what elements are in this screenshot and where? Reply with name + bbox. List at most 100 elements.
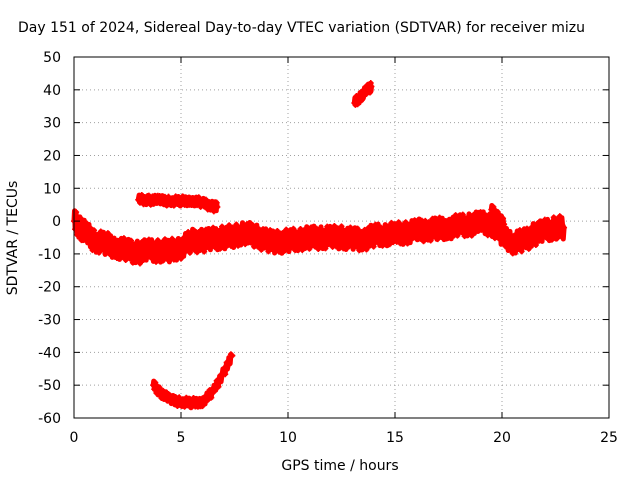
data-point [195,397,202,404]
data-point [117,244,124,251]
data-point [327,231,334,238]
data-point [320,228,327,235]
data-point [160,257,167,264]
data-point [470,211,477,218]
data-point [318,233,325,240]
data-point [497,229,504,236]
data-point [457,229,464,236]
data-point [110,238,117,245]
data-point [95,249,102,256]
data-point [90,227,97,234]
data-series [71,80,568,411]
data-point [525,245,532,252]
data-point [136,260,143,267]
series-segment-3 [351,80,375,108]
data-point [243,221,250,228]
data-point [204,206,211,213]
data-point [144,196,151,203]
x-tick-label: 25 [600,430,618,446]
data-point [538,231,545,238]
data-point [235,242,242,249]
plot-frame [73,56,610,419]
data-point [135,196,142,203]
data-point [375,232,382,239]
x-tick-label: 15 [386,430,404,446]
data-point [440,223,447,230]
data-point [424,226,431,233]
data-point [404,240,411,247]
data-point [156,384,163,391]
data-point [386,241,393,248]
data-point [231,238,238,245]
data-point [160,387,167,394]
data-point [183,394,190,401]
data-point [482,212,489,219]
data-point [208,228,215,235]
data-point [170,202,177,209]
data-point [219,372,226,379]
data-point [336,229,343,236]
data-point [195,194,202,201]
data-point [459,211,466,218]
data-point [506,232,513,239]
data-point [199,230,206,237]
data-point [153,258,160,265]
data-point [152,379,159,386]
data-point [160,198,167,205]
data-point [545,226,552,233]
data-point [556,213,563,220]
data-point [179,193,186,200]
data-point [356,247,363,254]
x-tick-labels: 0 5 10 15 20 25 [70,430,618,446]
x-tick-label: 10 [279,430,297,446]
data-point [501,221,508,228]
data-point [226,359,233,366]
y-tick-label: 0 [52,214,61,230]
data-point [99,246,106,253]
data-point [484,232,491,239]
data-point [400,226,407,233]
data-point [422,217,429,224]
data-point [94,232,101,239]
data-point [181,242,188,249]
y-tick-label: -10 [38,247,61,263]
data-point [202,226,209,233]
data-point [122,257,129,264]
data-point [491,214,498,221]
data-point [543,234,550,241]
y-tick-label: -20 [38,280,61,296]
data-point [179,235,186,242]
data-point [531,223,538,230]
data-point [260,226,267,233]
data-point [490,204,497,211]
data-point [217,245,224,252]
data-point [502,243,509,250]
data-point [304,240,311,247]
data-point [322,245,329,252]
data-point [222,371,229,378]
data-point [149,247,156,254]
data-point [362,91,369,98]
data-point [208,394,215,401]
data-point [254,234,261,241]
data-point [169,195,176,202]
data-point [372,221,379,228]
data-point [238,230,245,237]
y-tick-label: -60 [38,411,61,427]
data-point [367,89,374,96]
data-point [158,243,165,250]
data-point [368,237,375,244]
data-point [499,239,505,246]
data-point [368,83,375,90]
chart-title: Day 151 of 2024, Sidereal Day-to-day VTE… [18,20,585,36]
data-point [518,248,525,255]
data-point [438,233,445,240]
data-point [104,230,111,237]
data-point [153,199,160,206]
data-point [138,239,145,246]
data-point [452,212,459,219]
data-point [397,240,404,247]
data-point [513,238,520,245]
data-point [349,227,356,234]
data-point [311,237,318,244]
